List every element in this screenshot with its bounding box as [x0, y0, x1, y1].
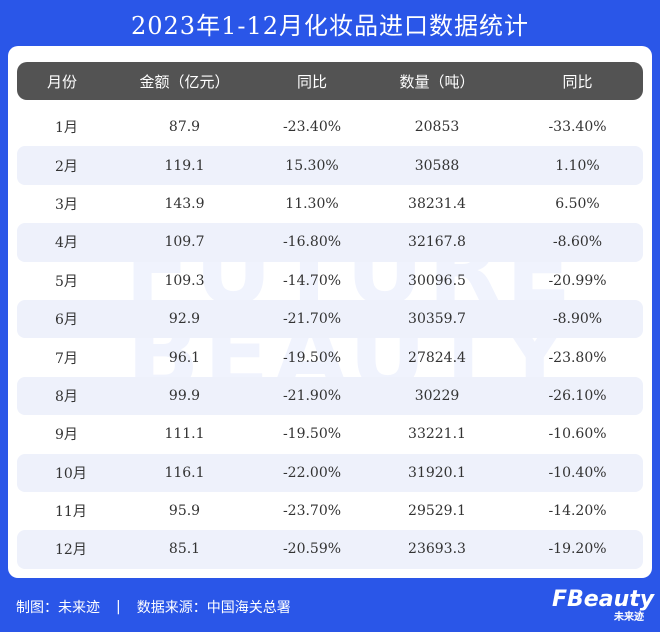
cell-amount-yoy: -20.59% [282, 541, 342, 558]
cell-amount: 109.3 [164, 272, 205, 289]
cell-quantity-yoy: -10.60% [548, 426, 607, 443]
table-row: 9月 111.1 -19.50% 33221.1 -10.60% [17, 415, 643, 453]
logo-sub-text: 未来迹 [614, 612, 644, 623]
footer-separator: | [116, 599, 121, 615]
cell-amount-yoy: -19.50% [282, 426, 342, 443]
cell-quantity-yoy: -26.10% [548, 387, 607, 404]
cell-amount: 109.7 [164, 234, 205, 251]
header-quantity: 数量（吨） [399, 72, 475, 91]
cell-amount-yoy: -22.00% [282, 464, 342, 481]
cell-month: 5月 [55, 273, 78, 290]
table-row: 11月 95.9 -23.70% 29529.1 -14.20% [17, 492, 643, 530]
cell-amount-yoy: 11.30% [285, 195, 339, 212]
cell-quantity: 31920.1 [408, 464, 466, 481]
footer: 制图：未来迹 | 数据来源：中国海关总署 [0, 582, 660, 632]
cell-month: 12月 [55, 542, 87, 559]
table-row: 8月 99.9 -21.90% 30229 -26.10% [17, 376, 643, 416]
cell-amount: 111.1 [164, 426, 205, 443]
cell-amount: 92.9 [168, 311, 201, 328]
cell-quantity: 30229 [414, 387, 460, 404]
table-row: 3月 143.9 11.30% 38231.4 6.50% [17, 185, 643, 223]
cell-quantity-yoy: -20.99% [548, 272, 607, 289]
header-amount: 金额（亿元） [139, 72, 230, 91]
data-table-card: FUTURE BEAUTY 月份 金额（亿元） 同比 数量（吨） 同比 1月 87… [8, 46, 652, 578]
cell-quantity-yoy: -33.40% [548, 119, 607, 136]
cell-amount-yoy: -21.70% [282, 311, 342, 328]
cell-amount-yoy: -14.70% [282, 272, 342, 289]
cell-month: 9月 [55, 427, 78, 444]
cell-quantity-yoy: -8.60% [552, 234, 603, 251]
table-row: 1月 87.9 -23.40% 20853 -33.40% [17, 108, 643, 146]
cell-quantity-yoy: -8.90% [552, 311, 603, 328]
cell-month: 1月 [55, 120, 78, 137]
table-row: 6月 92.9 -21.70% 30359.7 -8.90% [17, 299, 643, 339]
cell-quantity: 32167.8 [408, 234, 466, 251]
cell-amount: 116.1 [164, 464, 205, 481]
cell-amount: 85.1 [168, 541, 201, 558]
cell-quantity: 30359.7 [408, 311, 466, 328]
table-row: 12月 85.1 -20.59% 23693.3 -19.20% [17, 530, 643, 569]
logo-main-text: FBeauty [552, 587, 655, 612]
page-title: 2023年1-12月化妆品进口数据统计 [131, 11, 529, 40]
cell-amount: 119.1 [164, 157, 205, 174]
cell-quantity: 33221.1 [408, 426, 466, 443]
cell-quantity: 20853 [414, 119, 460, 136]
cell-quantity: 29529.1 [408, 503, 466, 520]
cell-month: 7月 [55, 350, 78, 367]
table-row: 4月 109.7 -16.80% 32167.8 -8.60% [17, 223, 643, 262]
table-row: 2月 119.1 15.30% 30588 1.10% [17, 146, 643, 185]
footer-source: 数据来源：中国海关总署 [136, 600, 291, 616]
cell-amount-yoy: -19.50% [282, 349, 342, 366]
table-body: 1月 87.9 -23.40% 20853 -33.40% 2月 119.1 15.30% 30… [17, 108, 643, 569]
footer-credit: 制图：未来迹 [16, 600, 100, 616]
cell-quantity-yoy: -10.40% [548, 464, 607, 481]
cell-month: 11月 [55, 504, 87, 521]
cell-month: 2月 [55, 158, 78, 175]
cell-amount: 87.9 [168, 119, 201, 136]
cell-amount: 95.9 [168, 503, 201, 520]
cell-quantity-yoy: 6.50% [555, 195, 600, 212]
cell-quantity-yoy: -14.20% [548, 503, 607, 520]
cell-quantity: 30096.5 [408, 272, 466, 289]
cell-amount: 96.1 [168, 349, 201, 366]
table-row: 7月 96.1 -19.50% 27824.4 -23.80% [17, 338, 643, 376]
cell-amount: 99.9 [168, 387, 201, 404]
header-month: 月份 [47, 72, 78, 91]
table-row: 5月 109.3 -14.70% 30096.5 -20.99% [17, 262, 643, 300]
cell-amount-yoy: -23.40% [282, 119, 342, 136]
cell-month: 6月 [55, 312, 78, 329]
cell-quantity: 27824.4 [408, 349, 466, 366]
table-row: 10月 116.1 -22.00% 31920.1 -10.40% [17, 453, 643, 492]
cell-quantity: 23693.3 [408, 541, 466, 558]
cell-quantity-yoy: -19.20% [548, 541, 607, 558]
cell-month: 3月 [55, 196, 78, 213]
cell-amount-yoy: -16.80% [282, 234, 342, 251]
cell-month: 4月 [55, 235, 78, 252]
cell-quantity-yoy: -23.80% [548, 349, 607, 366]
cell-amount-yoy: 15.30% [285, 157, 339, 174]
cell-amount: 143.9 [164, 195, 205, 212]
cell-month: 8月 [55, 388, 78, 405]
header-amount-yoy: 同比 [296, 72, 327, 91]
cell-amount-yoy: -21.90% [282, 387, 342, 404]
header-quantity-yoy: 同比 [562, 72, 593, 91]
table-header: 月份 金额（亿元） 同比 数量（吨） 同比 [17, 62, 643, 100]
cell-quantity-yoy: 1.10% [555, 157, 600, 174]
cell-quantity: 30588 [414, 157, 460, 174]
cell-quantity: 38231.4 [408, 195, 466, 212]
cell-month: 10月 [55, 465, 87, 482]
cell-amount-yoy: -23.70% [282, 503, 342, 520]
brand-logo: FBeauty 未来迹 [552, 587, 655, 628]
